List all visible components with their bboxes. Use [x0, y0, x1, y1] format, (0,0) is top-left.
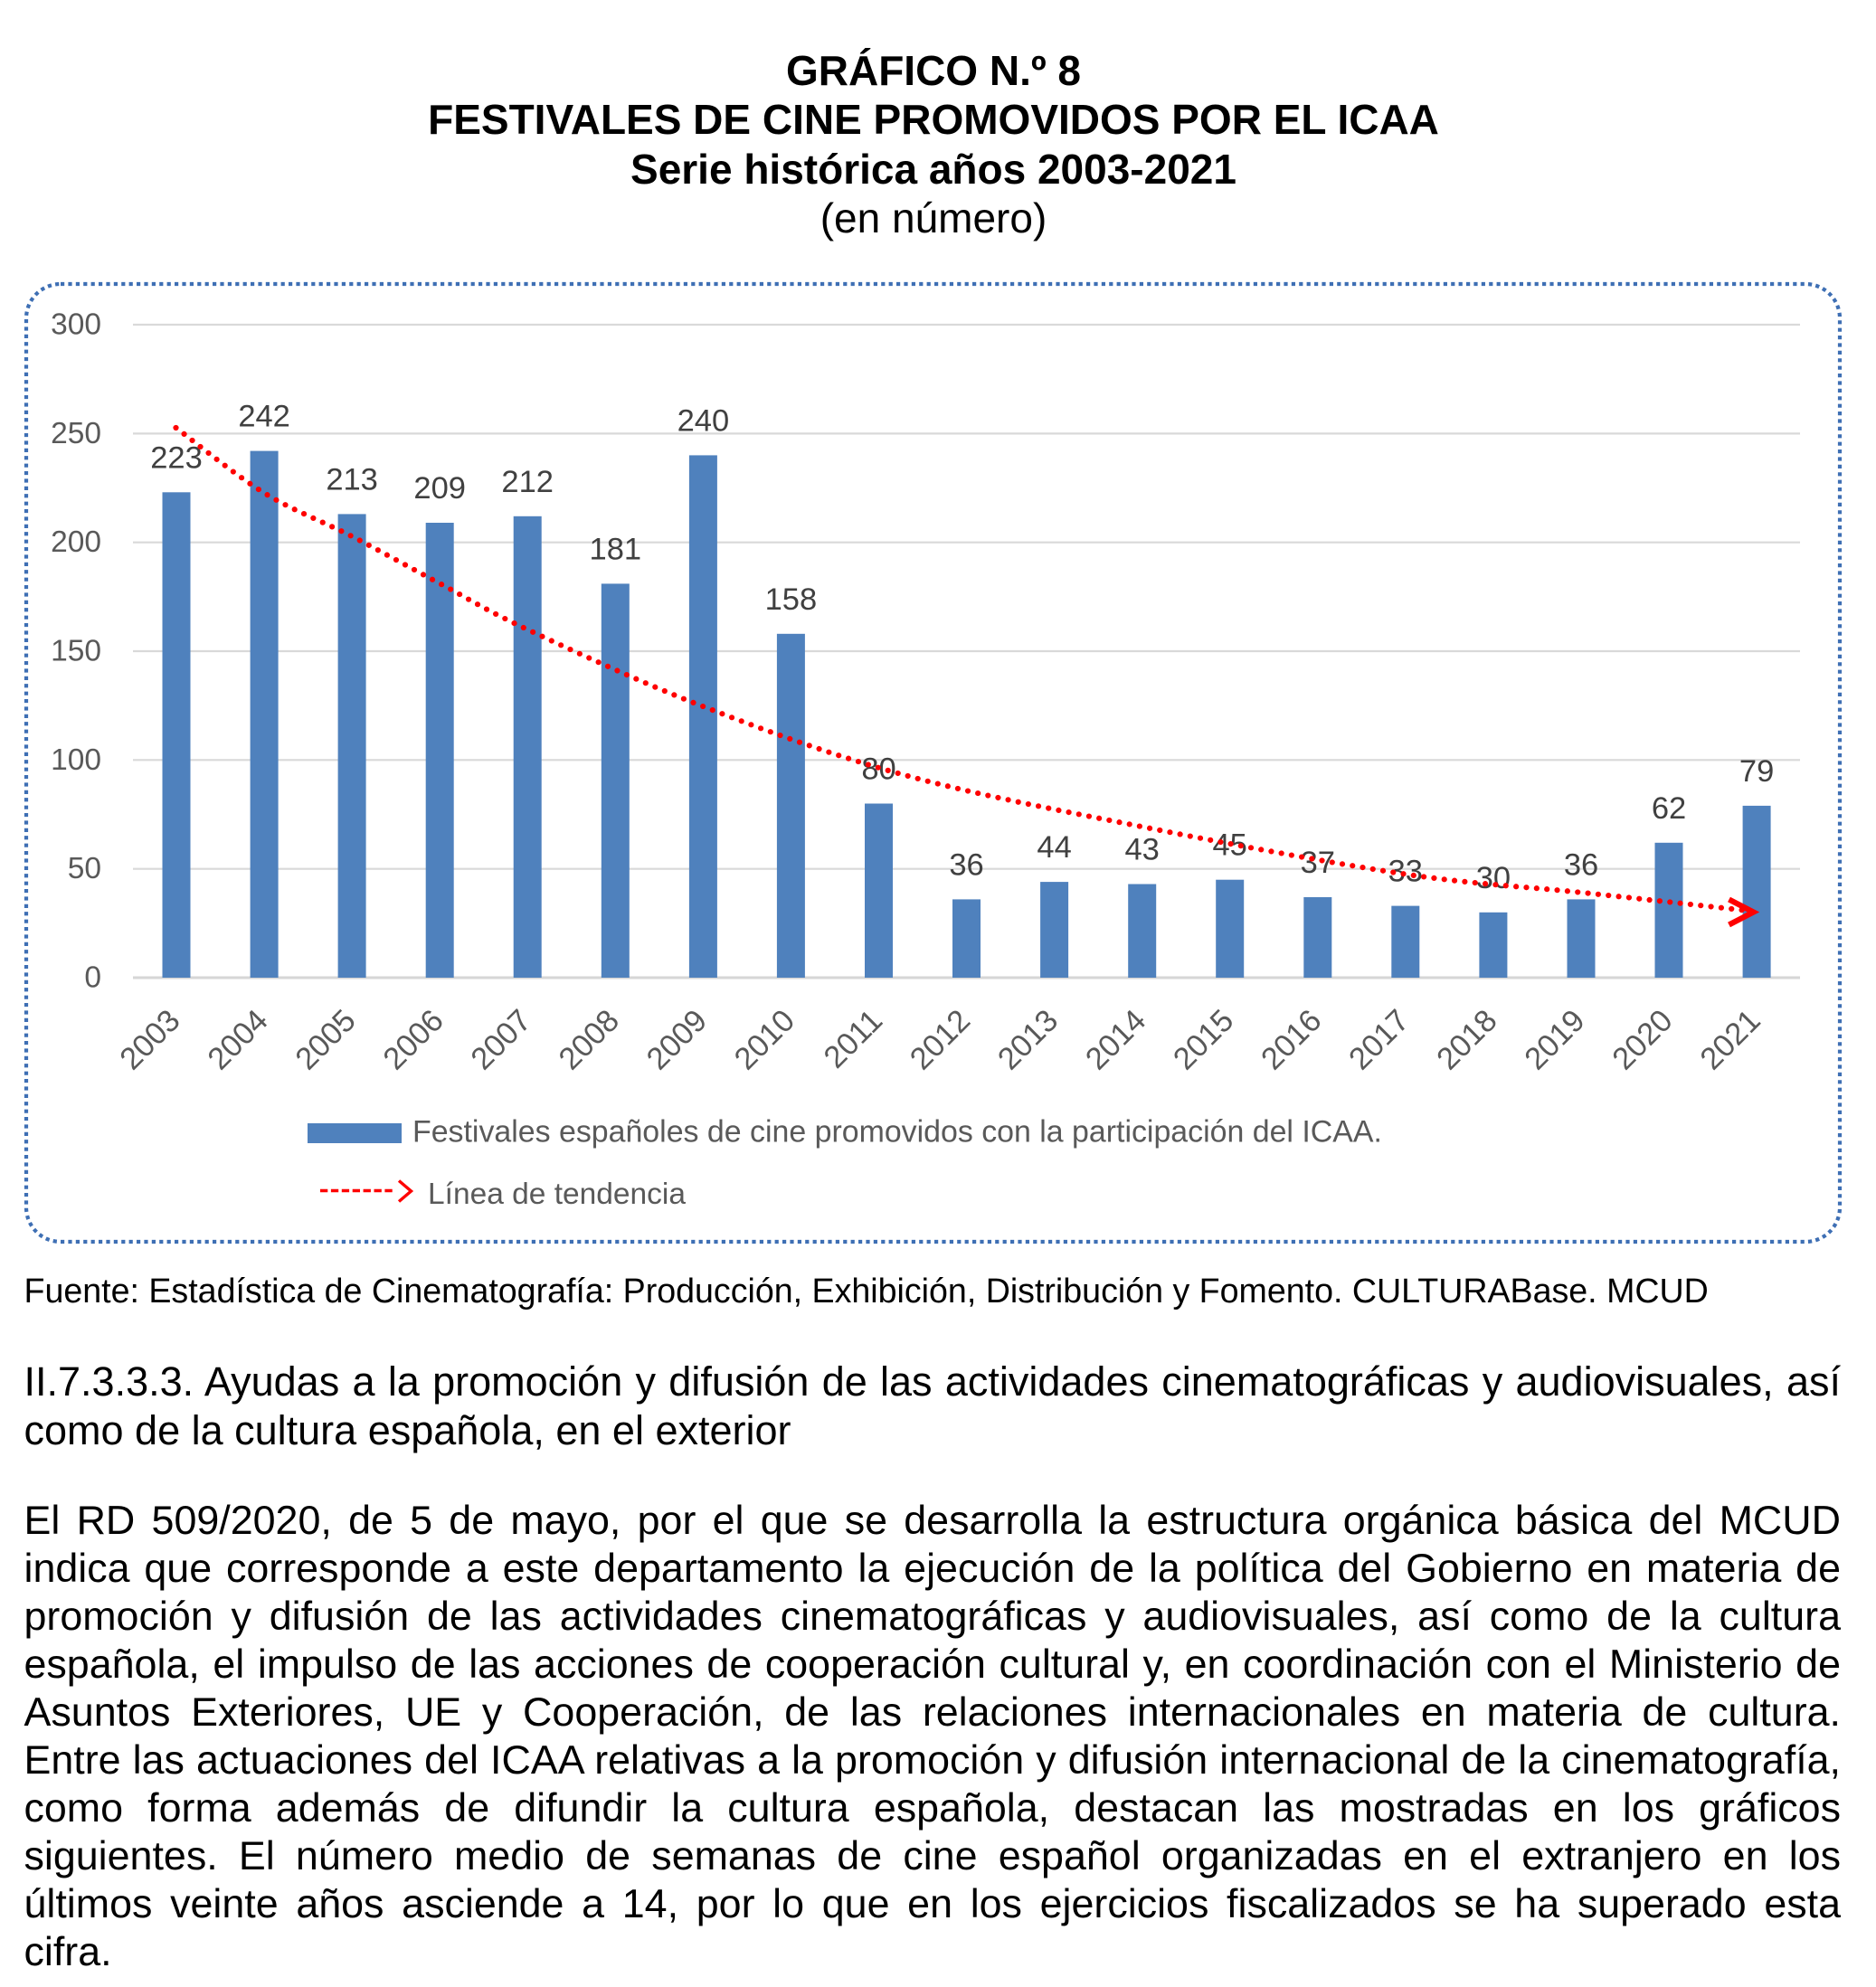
svg-text:79: 79 — [1739, 754, 1774, 789]
svg-text:2011: 2011 — [818, 1003, 889, 1074]
svg-text:2010: 2010 — [728, 1003, 801, 1076]
svg-text:2014: 2014 — [1079, 1003, 1152, 1076]
svg-text:Línea de tendencia: Línea de tendencia — [428, 1178, 686, 1211]
svg-text:36: 36 — [949, 847, 983, 882]
svg-text:2007: 2007 — [465, 1003, 538, 1076]
svg-text:2003: 2003 — [114, 1003, 187, 1076]
svg-text:2016: 2016 — [1255, 1003, 1328, 1076]
svg-text:2018: 2018 — [1430, 1003, 1503, 1076]
svg-text:2013: 2013 — [991, 1003, 1065, 1076]
svg-text:62: 62 — [1652, 791, 1686, 826]
svg-text:2009: 2009 — [640, 1003, 714, 1076]
svg-text:2012: 2012 — [904, 1003, 977, 1076]
svg-text:200: 200 — [51, 525, 101, 559]
svg-text:50: 50 — [68, 852, 101, 885]
svg-text:2004: 2004 — [202, 1003, 275, 1076]
svg-text:2021: 2021 — [1694, 1003, 1767, 1076]
svg-text:150: 150 — [51, 635, 101, 668]
svg-text:0: 0 — [84, 961, 101, 995]
svg-text:213: 213 — [326, 462, 378, 497]
svg-text:2017: 2017 — [1342, 1003, 1416, 1076]
svg-text:36: 36 — [1564, 847, 1598, 882]
svg-text:223: 223 — [150, 440, 203, 475]
svg-text:2006: 2006 — [377, 1003, 450, 1076]
svg-text:2005: 2005 — [289, 1003, 363, 1076]
svg-text:212: 212 — [501, 465, 554, 499]
svg-text:2008: 2008 — [553, 1003, 626, 1076]
svg-text:2015: 2015 — [1167, 1003, 1240, 1076]
svg-text:2019: 2019 — [1519, 1003, 1592, 1076]
svg-text:300: 300 — [51, 308, 101, 342]
svg-text:242: 242 — [238, 400, 290, 434]
svg-text:37: 37 — [1301, 846, 1335, 880]
svg-text:240: 240 — [677, 403, 730, 438]
svg-text:30: 30 — [1476, 861, 1511, 895]
svg-text:181: 181 — [590, 532, 642, 566]
svg-text:44: 44 — [1037, 830, 1071, 865]
svg-text:209: 209 — [413, 471, 466, 506]
svg-text:2020: 2020 — [1606, 1003, 1680, 1076]
svg-text:Festivales españoles de cine p: Festivales españoles de cine promovidos … — [412, 1114, 1382, 1149]
svg-text:43: 43 — [1125, 833, 1160, 867]
svg-text:250: 250 — [51, 417, 101, 450]
svg-text:158: 158 — [765, 582, 818, 617]
svg-text:100: 100 — [51, 743, 101, 777]
